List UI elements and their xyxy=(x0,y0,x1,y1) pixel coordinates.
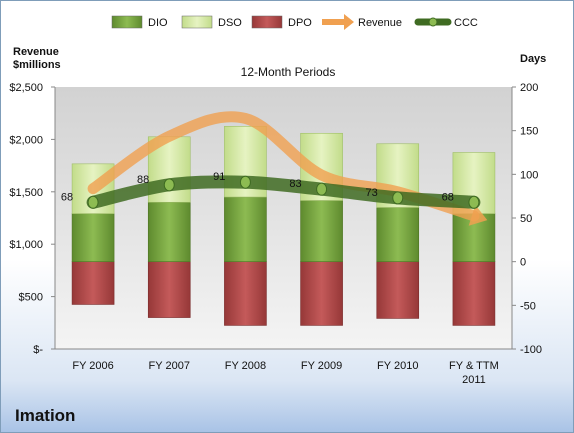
legend-label: DIO xyxy=(148,17,168,29)
y-axis-title-line: Revenue xyxy=(13,46,59,58)
legend-label: DPO xyxy=(288,17,312,29)
y2-tick-label: 100 xyxy=(520,169,538,181)
bar-dpo xyxy=(376,261,420,319)
bar-dio xyxy=(224,196,267,262)
y2-tick-label: 150 xyxy=(520,126,538,138)
ccc-data-label: 73 xyxy=(366,187,378,199)
ccc-data-label: 68 xyxy=(442,191,454,203)
chart-subtitle: 12-Month Periods xyxy=(240,65,336,79)
x-tick-label: FY & TTM xyxy=(449,360,499,372)
plot-area xyxy=(55,87,512,349)
y2-tick-label: -100 xyxy=(520,344,542,356)
x-tick-label: FY 2006 xyxy=(72,360,113,372)
ccc-data-label: 91 xyxy=(213,171,225,183)
x-tick-label: 2011 xyxy=(462,374,486,386)
revenue-arrowhead xyxy=(468,204,488,226)
legend-swatch-dpo xyxy=(251,15,283,29)
bar-dpo xyxy=(224,261,267,326)
x-tick-label: FY 2010 xyxy=(377,360,418,372)
y-tick-label: $1,000 xyxy=(9,239,43,251)
bar-dio xyxy=(147,201,191,262)
legend-swatch-ccc-point xyxy=(428,17,438,27)
bar-dio xyxy=(376,207,420,262)
y2-tick-label: 50 xyxy=(520,213,532,225)
y-tick-label: $1,500 xyxy=(9,187,43,199)
x-tick-label: FY 2009 xyxy=(301,360,342,372)
bar-dpo xyxy=(71,261,115,305)
bar-dio xyxy=(71,213,115,262)
bar-dio xyxy=(300,200,343,262)
ccc-point xyxy=(87,195,99,209)
y-tick-label: $500 xyxy=(19,292,43,304)
legend-swatch-dso xyxy=(181,15,213,29)
y2-axis-title: Days xyxy=(520,53,547,65)
legend-swatch-dio xyxy=(111,15,143,29)
ccc-point xyxy=(316,182,328,196)
legend-swatch-revenue xyxy=(322,14,354,30)
ccc-point xyxy=(392,191,404,205)
y2-tick-label: -50 xyxy=(520,300,536,312)
y2-tick-label: 200 xyxy=(520,82,538,94)
ccc-data-label: 88 xyxy=(137,174,149,186)
ccc-point xyxy=(239,175,251,189)
legend-label: CCC xyxy=(454,17,478,29)
legend-label: DSO xyxy=(218,17,242,29)
x-tick-label: FY 2008 xyxy=(225,360,266,372)
y-axis-title-line: $millions xyxy=(13,59,61,71)
ccc-line xyxy=(86,175,481,209)
y-tick-label: $- xyxy=(33,344,43,356)
ccc-data-label: 68 xyxy=(61,191,73,203)
bar-dpo xyxy=(300,261,343,326)
bar-dpo xyxy=(452,261,496,326)
ccc-data-label: 83 xyxy=(289,178,301,190)
ccc-point xyxy=(468,195,480,209)
ccc-point xyxy=(163,178,175,192)
y-tick-label: $2,500 xyxy=(9,82,43,94)
company-name: Imation xyxy=(15,406,76,425)
y2-tick-label: 0 xyxy=(520,257,526,269)
y-axis-title: Revenue $millions xyxy=(13,46,73,72)
y-tick-label: $2,000 xyxy=(9,134,43,146)
legend-label: Revenue xyxy=(358,17,402,29)
x-tick-label: FY 2007 xyxy=(149,360,190,372)
bar-dpo xyxy=(147,261,191,318)
